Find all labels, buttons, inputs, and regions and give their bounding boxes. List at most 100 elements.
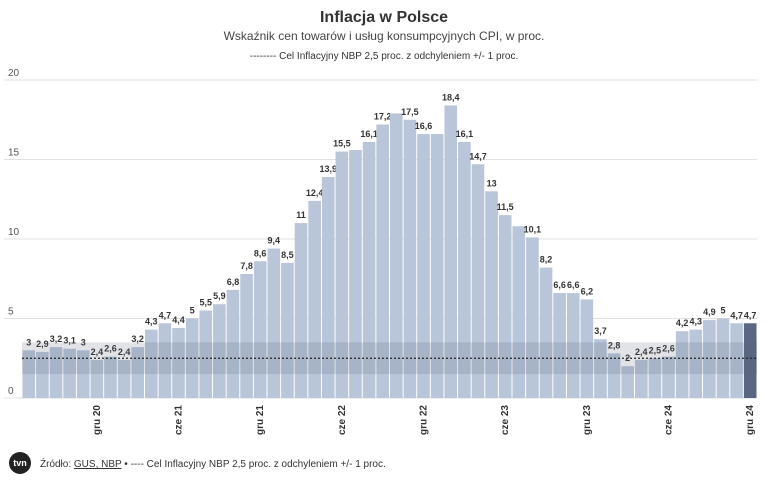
bar	[362, 142, 376, 398]
y-tick-label: 0	[8, 386, 14, 397]
source-label: Źródło:	[40, 457, 71, 470]
x-tick-label: gru 22	[419, 405, 430, 435]
value-label: 5	[190, 306, 195, 316]
value-label: 12,4	[306, 188, 324, 198]
bar	[63, 348, 76, 398]
value-label: 4,7	[730, 310, 743, 320]
value-label: 4,3	[145, 317, 158, 327]
value-label: 4,9	[703, 307, 716, 317]
bar	[294, 223, 308, 398]
value-label: 2,4	[91, 347, 104, 357]
value-label: 2,4	[118, 347, 131, 357]
value-label: 5	[720, 306, 725, 316]
value-label: 2,5	[649, 345, 662, 355]
value-label: 4,4	[172, 315, 185, 325]
value-label: 7,8	[240, 261, 253, 271]
value-label: 15,5	[333, 139, 351, 149]
subtitle: Wskaźnik cen towarów i usług konsumpcyjn…	[224, 29, 545, 43]
bar	[172, 328, 185, 398]
bar	[662, 356, 675, 398]
value-label: 2,8	[608, 340, 621, 350]
bar	[485, 191, 498, 398]
value-label: 4,7	[159, 310, 172, 320]
source[interactable]: GUS, NBP	[74, 459, 122, 470]
x-tick-label: cze 23	[500, 405, 511, 435]
bar	[648, 358, 662, 398]
value-label: 5,5	[199, 298, 212, 308]
bar	[512, 226, 526, 398]
value-label: 2,6	[662, 344, 675, 354]
value-label: 9,4	[268, 236, 281, 246]
bar	[580, 299, 594, 398]
x-tick-label: gru 23	[582, 405, 593, 435]
value-label: 6,2	[581, 286, 594, 296]
bar	[689, 329, 703, 398]
bar	[213, 304, 226, 398]
bar	[308, 200, 321, 398]
value-label: 6,8	[227, 277, 240, 287]
bar	[349, 149, 362, 398]
bar	[675, 331, 689, 398]
bar	[267, 248, 281, 398]
bar	[703, 320, 716, 398]
bar	[76, 350, 90, 398]
value-label: 3,2	[131, 334, 144, 344]
bar	[417, 134, 430, 398]
y-tick-label: 15	[8, 148, 20, 159]
value-label: 2,6	[104, 344, 117, 354]
y-tick-label: 20	[8, 68, 20, 79]
x-tick-label: cze 24	[664, 405, 675, 435]
value-label: 11,5	[497, 202, 514, 212]
value-label: 2,9	[36, 339, 49, 349]
bar	[390, 113, 403, 398]
bar	[199, 310, 213, 398]
x-tick-label: gru 24	[745, 405, 756, 435]
bar	[376, 124, 389, 399]
bar	[131, 347, 144, 398]
value-label: 10,1	[524, 224, 542, 234]
x-tick-label: cze 22	[337, 405, 348, 435]
bar	[471, 164, 485, 398]
footer: Źródło: GUS, NBP • ---- Cel Inflacyjny N…	[40, 457, 386, 470]
value-label: 8,6	[254, 248, 267, 258]
value-label: 3,2	[50, 334, 63, 344]
footer-note: • ---- Cel Inflacyjny NBP 2,5 proc. z od…	[124, 459, 385, 470]
bar	[22, 350, 36, 398]
bar	[104, 356, 117, 398]
bar	[281, 262, 294, 398]
logo: tvn	[13, 458, 27, 468]
value-label: 16,1	[456, 129, 474, 139]
x-tick-label: gru 20	[92, 405, 103, 435]
bar	[607, 353, 621, 398]
bar	[743, 323, 757, 398]
bar	[335, 151, 349, 398]
logo-circle	[9, 452, 31, 474]
value-label: 18,4	[442, 92, 460, 102]
legend-note: -------- Cel Inflacyjny NBP 2,5 proc. z …	[250, 51, 519, 62]
bar	[117, 359, 131, 398]
value-label: 4,7	[744, 310, 757, 320]
x-tick-label: gru 21	[255, 405, 266, 435]
bar	[90, 359, 104, 398]
bar	[430, 134, 444, 398]
value-label: 5,9	[213, 291, 226, 301]
bar	[594, 339, 607, 398]
bar	[185, 318, 199, 398]
bar	[403, 119, 417, 398]
bar	[36, 351, 49, 398]
value-label: 13,9	[319, 164, 337, 174]
bar	[49, 347, 63, 398]
value-label: 4,2	[676, 318, 689, 328]
bar	[158, 323, 172, 398]
bar	[444, 105, 458, 398]
y-tick-label: 10	[8, 227, 20, 238]
value-label: 4,3	[689, 317, 702, 327]
value-label: 8,5	[281, 250, 294, 260]
bar	[730, 323, 743, 398]
chart-title: Inflacja w Polsce	[320, 9, 448, 26]
value-label: 17,2	[374, 112, 392, 122]
value-label: 13	[487, 178, 497, 188]
value-label: 6,6	[567, 280, 580, 290]
bar	[539, 267, 553, 398]
